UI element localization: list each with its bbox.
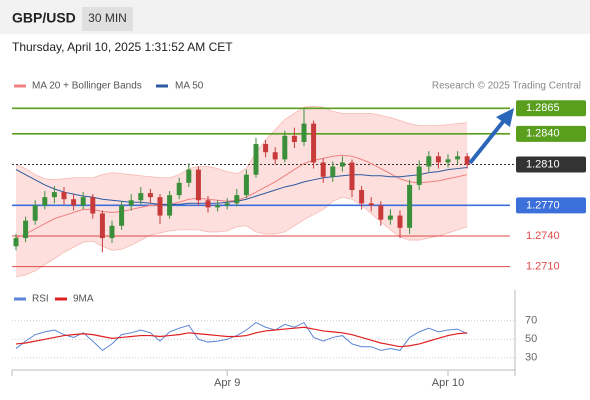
candle-body: [167, 195, 173, 216]
candle-body: [23, 220, 29, 239]
level-label: 1.2710: [526, 261, 560, 273]
candle-body: [176, 182, 182, 196]
candle-body: [195, 169, 201, 201]
level-label: 1.2865: [526, 102, 560, 114]
indicator-line: [15, 321, 468, 352]
candle-body: [397, 215, 403, 228]
candle-body: [138, 193, 144, 201]
candle-body: [32, 205, 38, 221]
level-label: 1.2740: [526, 230, 560, 242]
x-tick-label: Apr 10: [432, 377, 464, 389]
candle-body: [224, 203, 230, 206]
candle-body: [80, 197, 86, 206]
candle-body: [339, 162, 345, 167]
candle-body: [359, 190, 365, 204]
candle-body: [387, 215, 393, 220]
symbol: GBP/USD: [12, 10, 76, 26]
candle-body: [90, 197, 96, 214]
legend-label: MA 50: [175, 81, 204, 92]
candle-body: [263, 144, 269, 153]
level-label-box: [516, 197, 586, 214]
candle-body: [426, 156, 432, 167]
bollinger-edge: [15, 105, 468, 181]
arrow-head: [496, 108, 514, 127]
candle-body: [291, 135, 297, 142]
candle-body: [282, 135, 288, 160]
level-label: 1.2770: [526, 199, 560, 211]
y-tick-label: 50: [525, 333, 537, 345]
candle-body: [349, 162, 355, 191]
candle-body: [128, 200, 134, 206]
candle-body: [99, 213, 105, 239]
legend-label: 9MA: [73, 294, 94, 305]
candle-body: [445, 159, 451, 163]
candle-body: [61, 192, 67, 200]
candle-body: [435, 156, 441, 163]
candle-body: [455, 156, 461, 160]
candle-body: [51, 192, 57, 198]
interval: 30 MIN: [88, 11, 127, 25]
candle-body: [301, 123, 307, 142]
candle-body: [42, 197, 48, 206]
candle-body: [330, 166, 336, 177]
candle-body: [378, 205, 384, 220]
candle-body: [13, 238, 19, 247]
source-note: Research © 2025 Trading Central: [432, 81, 581, 92]
candle-body: [186, 169, 192, 183]
candle-body: [243, 174, 249, 196]
candle-body: [416, 166, 422, 185]
candle-body: [147, 193, 153, 198]
candle-body: [71, 199, 77, 206]
interval-box: [82, 7, 133, 31]
moving-average: [15, 167, 468, 205]
legend-label: RSI: [32, 294, 49, 305]
level-label: 1.2810: [526, 158, 560, 170]
candle-body: [253, 144, 259, 175]
candle-body: [205, 200, 211, 208]
candle-body: [157, 197, 163, 216]
candle-body: [109, 225, 115, 239]
candle-body: [407, 184, 413, 228]
candle-body: [311, 123, 317, 163]
y-tick-label: 70: [525, 315, 537, 327]
indicator-line: [15, 326, 468, 348]
timestamp: Thursday, April 10, 2025 1:31:52 AM CET: [12, 40, 233, 54]
level-label-box: [516, 125, 586, 142]
chart-layer: 1.2865 1.2840 1.2810 1.2770 1.2740 1.2710 MA 2…: [12, 81, 586, 389]
y-tick-label: 30: [525, 352, 537, 364]
candle-body: [234, 195, 240, 204]
candle-body: [272, 152, 278, 160]
candle-body: [119, 205, 125, 226]
level-label-box: [516, 156, 586, 173]
level-label: 1.2840: [526, 128, 560, 140]
candle-body: [320, 162, 326, 177]
arrow-shaft: [468, 116, 508, 165]
candle-body: [215, 205, 221, 208]
bollinger-band: [16, 106, 468, 277]
candle-body: [368, 203, 374, 206]
x-tick-label: Apr 9: [214, 377, 240, 389]
level-label-box: [516, 100, 586, 117]
bollinger-edge: [15, 196, 468, 278]
legend-label: MA 20 + Bollinger Bands: [32, 81, 142, 92]
candle-body: [464, 156, 470, 165]
